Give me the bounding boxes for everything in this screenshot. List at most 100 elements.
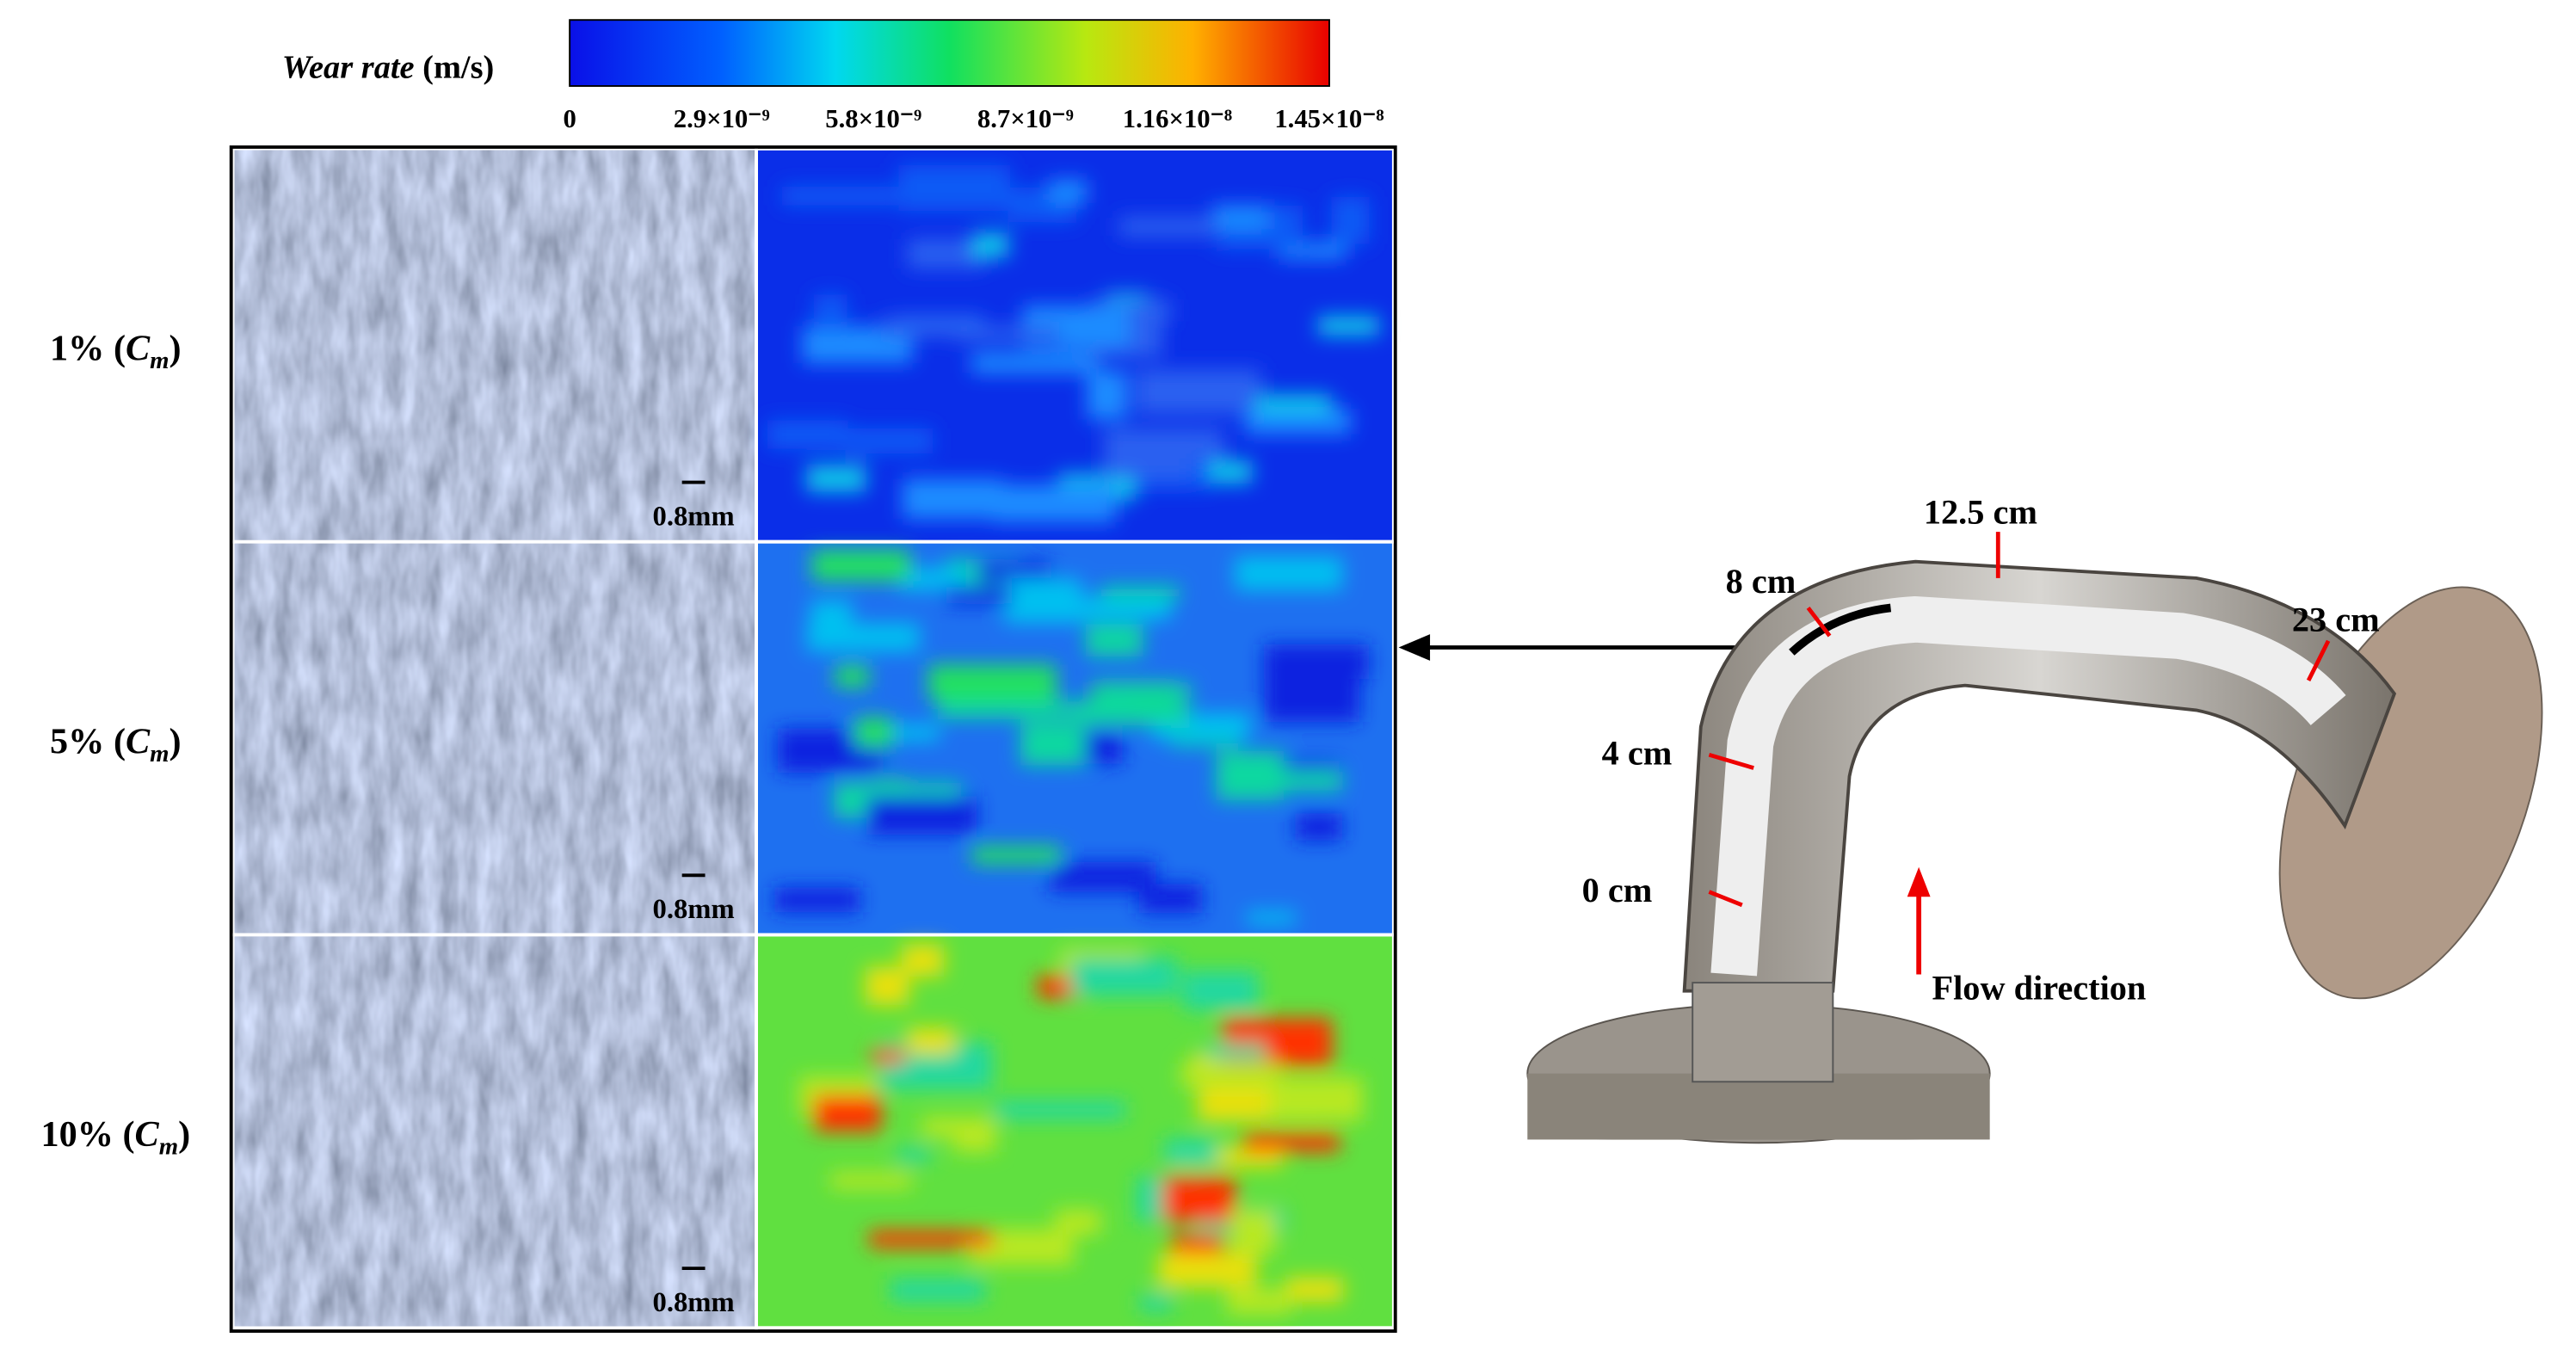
row-suffix: ) [169,721,182,761]
wear-spot [814,294,847,330]
title-unit: (m/s) [422,49,494,85]
wear-spot [830,1173,912,1189]
pipe-photo [1526,532,2543,1144]
wear-spot [1243,1133,1340,1152]
colorbar-tick-label: 1.45×10⁻⁸ [1274,104,1384,133]
marker [1708,752,1754,770]
wear-spot [1244,408,1352,435]
wear-spot [1104,428,1192,478]
colorbar-tick-label: 8.7×10⁻⁹ [977,104,1074,133]
wear-spot [767,420,848,449]
row-symbol: C [126,721,151,761]
wear-spot [1100,586,1180,600]
wear-spot [1070,958,1178,996]
wear-spot [806,465,866,492]
row-suffix: ) [178,1114,190,1155]
wear-spot [1269,1077,1363,1121]
wear-spot [811,550,911,582]
wear-spot [1158,1253,1257,1288]
micrograph-texture [234,936,755,1327]
pipe-label: 4 cm [1602,734,1673,773]
wear-spot [1087,371,1128,420]
micrograph-texture [234,150,755,540]
row-prefix: 5% ( [50,721,126,761]
wear-spot [1119,217,1217,237]
wear-spot [1318,316,1379,336]
wear-spot [1230,1210,1277,1254]
wear-spot [1206,1044,1266,1059]
wear-spot [1285,1277,1344,1303]
wear-spot [927,664,1057,700]
row-subscript: m [159,1133,178,1161]
scale-bar-label: 0.8mm [653,501,735,532]
pointer-head [1398,634,1431,661]
wear-spot [1138,884,1203,914]
row-suffix: ) [169,329,182,369]
wear-spot [1136,369,1261,415]
marker [1806,606,1832,638]
wear-spot [1162,1176,1236,1223]
wear-spot [907,239,985,268]
wear-spot [869,1230,994,1248]
scale-bar-label: 0.8mm [653,894,735,925]
wear-spot [940,167,981,188]
wear-spot [1055,1209,1101,1235]
row-symbol: C [135,1114,160,1155]
wear-spot [1020,722,1085,766]
wear-spot [902,478,1004,520]
wear-spot [971,353,1100,373]
colorbar-tick-label: 1.16×10⁻⁸ [1123,104,1232,133]
pipe-label: 23 cm [2292,600,2380,638]
wear-map-detail [774,550,1369,925]
wear-spot [1003,578,1082,624]
row-prefix: 10% ( [41,1114,135,1155]
flange-rim [1527,1073,1990,1140]
wear-spot [1264,676,1360,723]
wear-spot [1211,205,1268,230]
row-subscript: m [150,347,169,374]
wear-spot [1256,394,1332,413]
row-label: 5% (Cm) [50,721,182,767]
wear-spot [1049,862,1156,892]
row-symbol: C [126,329,151,369]
wear-spot [1164,1138,1218,1165]
wear-spot [866,966,909,1006]
marker [1708,890,1743,908]
wear-spot [845,428,933,454]
marker [2306,639,2331,681]
colorbar [569,19,1330,87]
wear-spot [1183,971,1259,1010]
wear-spot [810,600,853,627]
micrograph-texture [234,543,755,934]
wear-spot [871,1050,905,1064]
wear-spot [1331,196,1370,244]
colorbar-ticks: 0 2.9×10⁻⁹ 5.8×10⁻⁹ 8.7×10⁻⁹ 1.16×10⁻⁸ 1.45×1… [563,104,1384,133]
wear-spot [1205,460,1253,484]
scale-bar-label: 0.8mm [653,1287,735,1318]
wear-spot [1235,556,1343,591]
wear-spot [866,796,977,835]
wear-spot [1180,1063,1281,1088]
wear-map-detail [767,164,1379,523]
row-subscript: m [150,740,169,767]
pipe-label: 0 cm [1582,871,1653,909]
wear-spot [953,1117,996,1153]
colorbar-tick-label: 5.8×10⁻⁹ [825,104,921,133]
pipe-label: 8 cm [1726,562,1796,601]
row-prefix: 1% ( [50,329,126,369]
wear-spot [1277,771,1343,791]
pipe-foot [1692,982,1834,1083]
wear-spot [971,846,1062,865]
wear-spot [774,887,860,913]
wear-spot [1264,644,1369,680]
colorbar-tick-label: 0 [563,104,576,133]
wear-spot [1014,700,1133,718]
wear-map-detail [799,944,1363,1315]
colorbar-tick-label: 2.9×10⁻⁹ [674,104,770,133]
wear-spot [781,186,897,206]
wear-spot [813,1095,882,1132]
wear-spot [1097,683,1192,700]
